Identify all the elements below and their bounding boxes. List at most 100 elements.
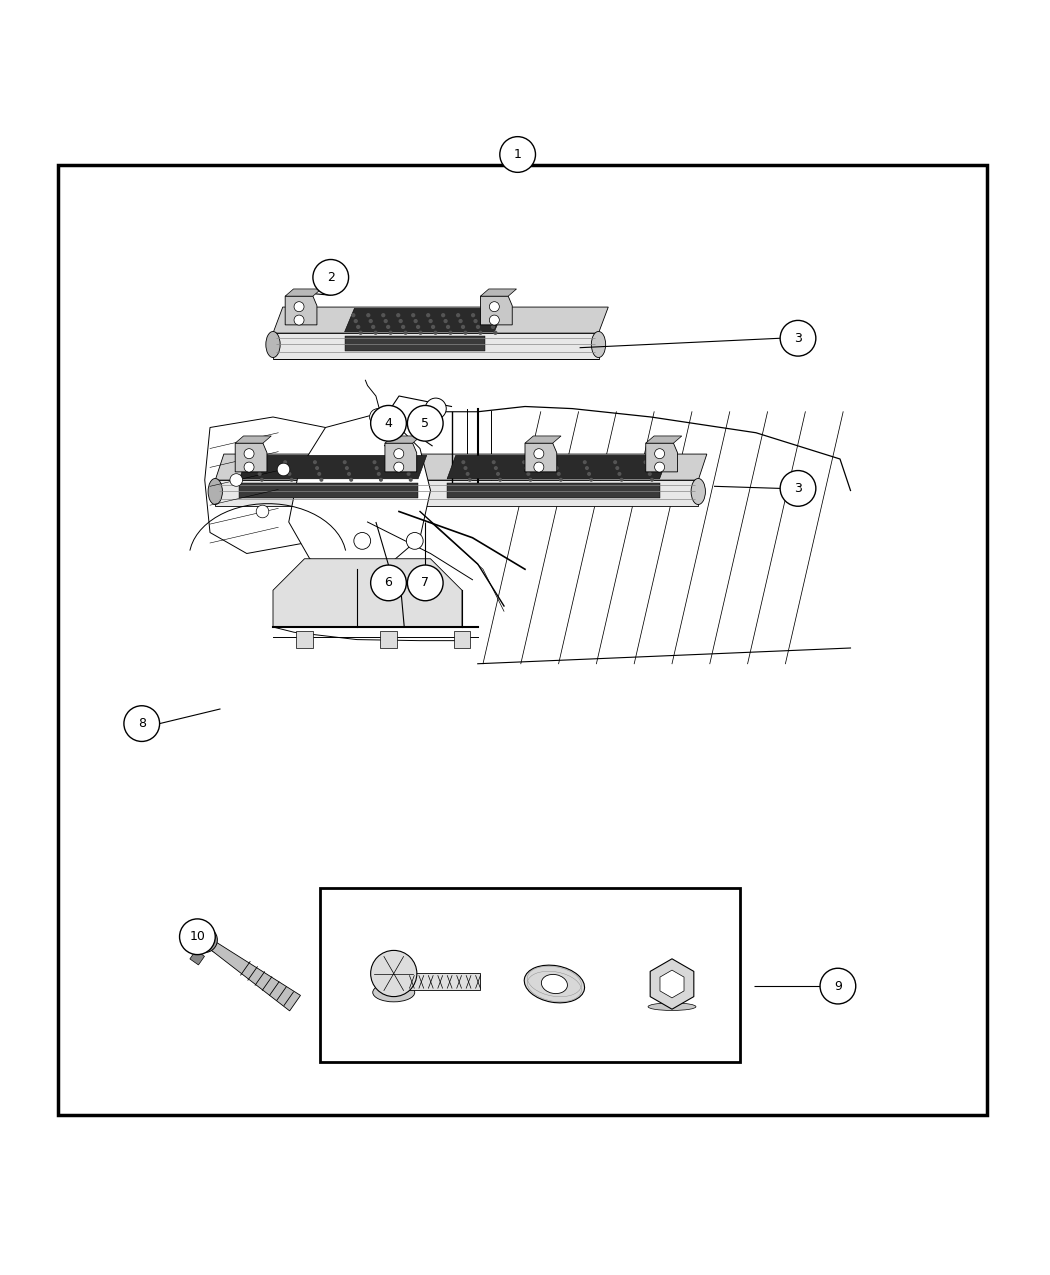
Circle shape xyxy=(614,460,616,464)
Polygon shape xyxy=(273,333,598,360)
Polygon shape xyxy=(235,436,271,444)
Bar xyxy=(380,631,397,648)
Circle shape xyxy=(525,467,527,469)
Circle shape xyxy=(375,467,378,469)
Text: 8: 8 xyxy=(138,717,146,731)
Circle shape xyxy=(359,332,362,334)
Circle shape xyxy=(444,320,447,323)
Circle shape xyxy=(649,473,651,476)
Circle shape xyxy=(403,460,405,464)
Ellipse shape xyxy=(266,332,280,357)
Polygon shape xyxy=(650,959,694,1010)
Circle shape xyxy=(371,405,406,441)
Circle shape xyxy=(560,478,562,481)
Text: 2: 2 xyxy=(327,270,335,284)
Circle shape xyxy=(434,332,437,334)
Ellipse shape xyxy=(591,332,606,357)
Circle shape xyxy=(654,462,665,472)
Bar xyxy=(454,631,470,648)
Circle shape xyxy=(492,460,495,464)
Circle shape xyxy=(412,314,415,316)
Circle shape xyxy=(277,463,290,476)
Polygon shape xyxy=(286,289,321,296)
Circle shape xyxy=(370,408,386,426)
Circle shape xyxy=(343,460,346,464)
Circle shape xyxy=(410,478,412,481)
Polygon shape xyxy=(344,337,485,351)
Circle shape xyxy=(414,320,417,323)
Circle shape xyxy=(499,478,502,481)
Polygon shape xyxy=(239,455,426,479)
Circle shape xyxy=(417,325,420,329)
Bar xyxy=(320,889,740,1062)
Circle shape xyxy=(254,460,256,464)
Circle shape xyxy=(314,460,316,464)
Circle shape xyxy=(399,320,402,323)
Circle shape xyxy=(558,473,560,476)
Polygon shape xyxy=(385,444,417,472)
Circle shape xyxy=(466,473,469,476)
Circle shape xyxy=(820,968,856,1003)
Circle shape xyxy=(425,398,446,419)
Circle shape xyxy=(394,462,404,472)
Polygon shape xyxy=(273,307,608,333)
Circle shape xyxy=(780,320,816,356)
Polygon shape xyxy=(289,414,430,575)
Circle shape xyxy=(258,473,261,476)
Polygon shape xyxy=(646,444,677,472)
Circle shape xyxy=(586,467,588,469)
Circle shape xyxy=(286,467,289,469)
Circle shape xyxy=(491,325,495,329)
Circle shape xyxy=(618,473,621,476)
Bar xyxy=(296,631,313,648)
Circle shape xyxy=(462,460,465,464)
Circle shape xyxy=(489,320,492,323)
Circle shape xyxy=(352,314,355,316)
Circle shape xyxy=(464,467,467,469)
Circle shape xyxy=(419,332,422,334)
Circle shape xyxy=(230,474,243,486)
Circle shape xyxy=(471,314,475,316)
Circle shape xyxy=(290,478,293,481)
Polygon shape xyxy=(481,289,517,296)
Polygon shape xyxy=(525,444,556,472)
Circle shape xyxy=(372,325,375,329)
Bar xyxy=(58,164,987,1116)
Circle shape xyxy=(366,314,370,316)
Circle shape xyxy=(432,325,435,329)
Circle shape xyxy=(426,314,429,316)
Circle shape xyxy=(489,302,500,311)
Circle shape xyxy=(294,302,304,311)
Circle shape xyxy=(486,314,489,316)
Polygon shape xyxy=(203,936,300,1011)
Circle shape xyxy=(348,473,351,476)
Circle shape xyxy=(390,332,392,334)
Circle shape xyxy=(533,449,544,459)
Circle shape xyxy=(429,320,432,323)
Polygon shape xyxy=(447,483,659,497)
Circle shape xyxy=(495,467,497,469)
Circle shape xyxy=(371,565,406,601)
Circle shape xyxy=(405,467,407,469)
Circle shape xyxy=(654,449,665,459)
Circle shape xyxy=(497,473,500,476)
Text: 7: 7 xyxy=(421,576,429,589)
Circle shape xyxy=(442,314,444,316)
Text: 4: 4 xyxy=(384,417,393,430)
Ellipse shape xyxy=(648,1003,696,1011)
Ellipse shape xyxy=(373,983,415,1002)
Circle shape xyxy=(553,460,555,464)
Circle shape xyxy=(647,467,649,469)
Circle shape xyxy=(533,462,544,472)
Text: 3: 3 xyxy=(794,482,802,495)
Circle shape xyxy=(523,460,525,464)
Circle shape xyxy=(244,449,254,459)
Circle shape xyxy=(494,332,497,334)
Circle shape xyxy=(354,533,371,550)
Polygon shape xyxy=(215,481,698,506)
Circle shape xyxy=(357,325,360,329)
Circle shape xyxy=(489,315,500,325)
Circle shape xyxy=(406,533,423,550)
Circle shape xyxy=(500,136,536,172)
Polygon shape xyxy=(344,309,504,332)
